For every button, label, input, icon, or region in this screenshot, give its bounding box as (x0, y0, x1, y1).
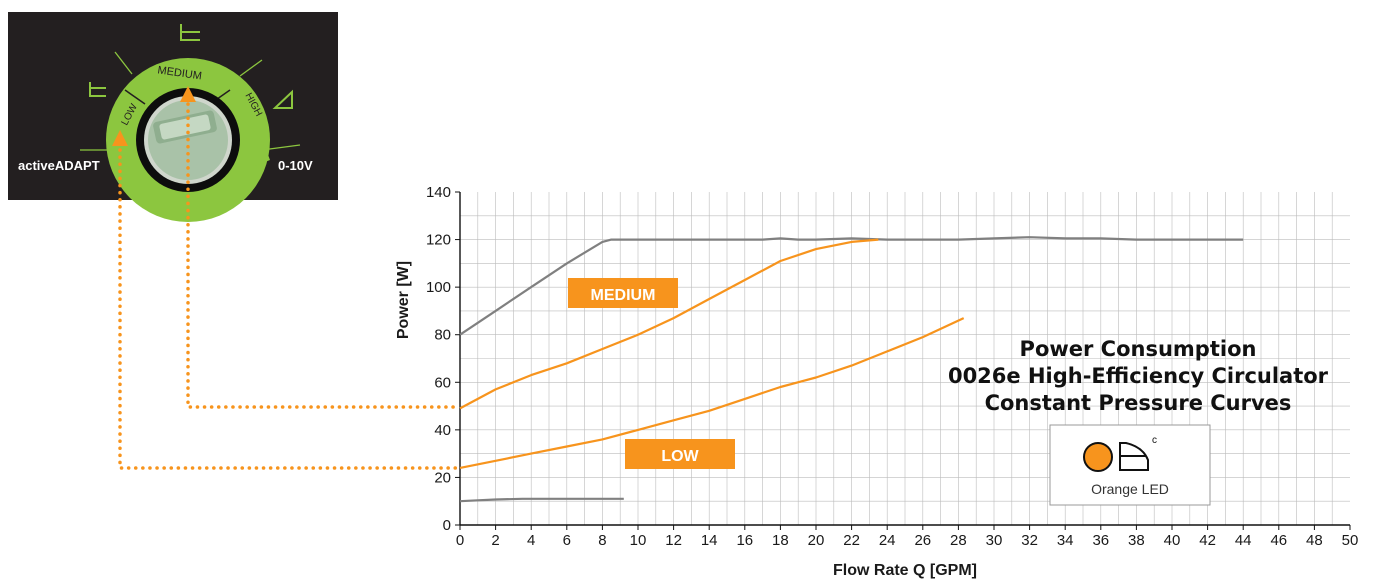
mode-pointer-arrows (112, 86, 196, 146)
y-tick-labels: 0 20 40 60 80 100 120 140 (426, 184, 451, 534)
x-tick-label: 46 (1270, 532, 1287, 549)
x-tick-label: 0 (456, 532, 464, 549)
x-tick-label: 48 (1306, 532, 1323, 549)
x-tick-label: 40 (1164, 532, 1181, 549)
x-tick-label: 6 (563, 532, 571, 549)
x-tick-label: 50 (1342, 532, 1359, 549)
x-tick-label: 28 (950, 532, 967, 549)
y-axis-label: Power [W] (395, 261, 412, 339)
y-tick-label: 140 (426, 184, 451, 201)
low-label-box (625, 439, 735, 469)
dial-panel: MEDIUM LOW HIGH activeADAPT 0-10V (8, 12, 338, 222)
y-tick-label: 60 (434, 374, 451, 391)
x-tick-label: 10 (630, 532, 647, 549)
medium-leader-line (186, 102, 458, 409)
title-line-3: Constant Pressure Curves (985, 391, 1292, 415)
chart-title: Power Consumption 0026e High-Efficiency … (948, 337, 1329, 415)
y-tick-label: 40 (434, 422, 451, 439)
mode-symbol-icons (89, 24, 293, 109)
x-tick-label: 26 (914, 532, 931, 549)
icon-superscript: c (1152, 435, 1157, 446)
x-tick-label: 32 (1021, 532, 1038, 549)
series-line-high (459, 236, 1244, 336)
y-tick-label: 0 (443, 517, 451, 534)
series-line-activeadapt (459, 497, 624, 503)
x-tick-label: 18 (772, 532, 789, 549)
high-mode-icon (272, 89, 293, 109)
dial-outer-ticks (80, 51, 301, 151)
x-tick-label: 42 (1199, 532, 1216, 549)
medium-pointer-arrow (180, 86, 196, 102)
medium-label-box (568, 278, 678, 308)
x-axis-label: Flow Rate Q [GPM] (833, 562, 977, 579)
x-tick-label: 4 (527, 532, 535, 549)
series-line-medium (459, 238, 879, 410)
low-label-text: LOW (661, 448, 699, 465)
low-leader-line (118, 148, 458, 470)
medium-series-label: MEDIUM (568, 278, 678, 308)
title-line-1: Power Consumption (1020, 337, 1257, 361)
led-legend-caption: Orange LED (1091, 481, 1169, 497)
leader-lines (118, 102, 458, 470)
x-tick-labels: 0 2 4 6 8 10 12 14 16 18 20 22 24 26 28 30 32 34 36 38 40 42 4… (456, 532, 1359, 549)
x-tick-label: 20 (808, 532, 825, 549)
constant-pressure-icon (1119, 442, 1149, 471)
dial-label-activeadapt: activeADAPT (18, 158, 100, 173)
low-series-label: LOW (625, 439, 735, 469)
x-tick-label: 24 (879, 532, 896, 549)
x-tick-label: 8 (598, 532, 606, 549)
led-legend-box (1049, 424, 1211, 506)
x-tick-label: 16 (736, 532, 753, 549)
led-legend: c Orange LED (1049, 424, 1211, 506)
x-tick-label: 2 (491, 532, 499, 549)
x-tick-label: 34 (1057, 532, 1074, 549)
orange-led-icon (1083, 442, 1113, 472)
y-tick-label: 100 (426, 279, 451, 296)
x-tick-label: 22 (843, 532, 860, 549)
x-tick-label: 30 (986, 532, 1003, 549)
x-tick-label: 12 (665, 532, 682, 549)
series-lines (459, 236, 1244, 503)
low-pointer-arrow (112, 130, 128, 146)
medium-label-text: MEDIUM (591, 287, 656, 304)
series-line-low (459, 317, 965, 469)
medium-mode-icon (180, 24, 200, 41)
title-line-2: 0026e High-Efficiency Circulator (948, 364, 1329, 388)
x-tick-label: 14 (701, 532, 718, 549)
y-tick-label: 120 (426, 232, 451, 249)
x-tick-label: 36 (1092, 532, 1109, 549)
x-tick-label: 38 (1128, 532, 1145, 549)
dial-label-0-10v: 0-10V (278, 158, 313, 173)
y-tick-label: 20 (434, 469, 451, 486)
x-tick-label: 44 (1235, 532, 1252, 549)
y-tick-label: 80 (434, 327, 451, 344)
axes (455, 191, 1351, 530)
low-mode-icon (89, 82, 106, 97)
